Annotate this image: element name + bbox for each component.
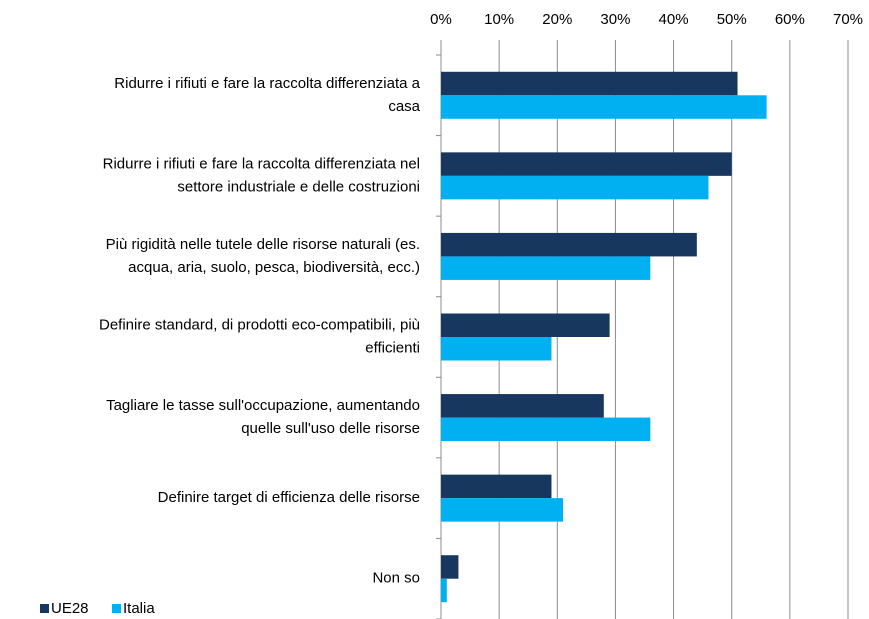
x-tick-label: 0%: [430, 11, 452, 28]
bar: [441, 232, 697, 257]
bar: [441, 337, 552, 361]
x-tick-label: 60%: [775, 11, 805, 28]
y-tick-label: efficienti: [365, 339, 420, 356]
x-tick-label: 50%: [717, 11, 747, 28]
bar: [441, 175, 709, 200]
y-tick-label: quelle sull'uso delle risorse: [241, 420, 420, 437]
x-tick-label: 40%: [659, 11, 689, 28]
legend-swatch: [112, 604, 121, 613]
x-tick-label: 10%: [484, 11, 514, 28]
y-tick-label: Più rigidità nelle tutele delle risorse …: [106, 236, 420, 253]
bar: [441, 474, 552, 499]
x-tick-label: 30%: [600, 11, 630, 28]
bar: [441, 417, 651, 442]
y-tick-label: Ridurre i rifiuti e fare la raccolta dif…: [103, 155, 420, 172]
legend-label: UE28: [51, 600, 89, 617]
bar: [441, 71, 738, 96]
legend-swatch: [40, 604, 49, 613]
x-tick-label: 70%: [833, 11, 863, 28]
y-tick-label: acqua, aria, suolo, pesca, biodiversità,…: [128, 259, 420, 276]
y-tick-label: casa: [388, 98, 420, 115]
bar: [441, 256, 651, 280]
bar: [441, 95, 767, 119]
legend-label: Italia: [123, 600, 155, 617]
y-tick-label: settore industriale e delle costruzioni: [177, 178, 420, 195]
x-tick-label: 20%: [542, 11, 572, 28]
y-tick-label: Definire target di efficienza delle riso…: [158, 489, 420, 506]
bar: [441, 498, 564, 522]
bar: [441, 394, 604, 418]
bar: [441, 152, 732, 176]
y-tick-label: Tagliare le tasse sull'occupazione, aume…: [106, 397, 420, 414]
bar: [441, 578, 447, 603]
bar: [441, 555, 459, 579]
y-tick-label: Definire standard, di prodotti eco-compa…: [99, 316, 420, 333]
bar: [441, 313, 610, 337]
y-tick-label: Non so: [372, 570, 420, 587]
y-tick-label: Ridurre i rifiuti e fare la raccolta dif…: [114, 75, 420, 92]
